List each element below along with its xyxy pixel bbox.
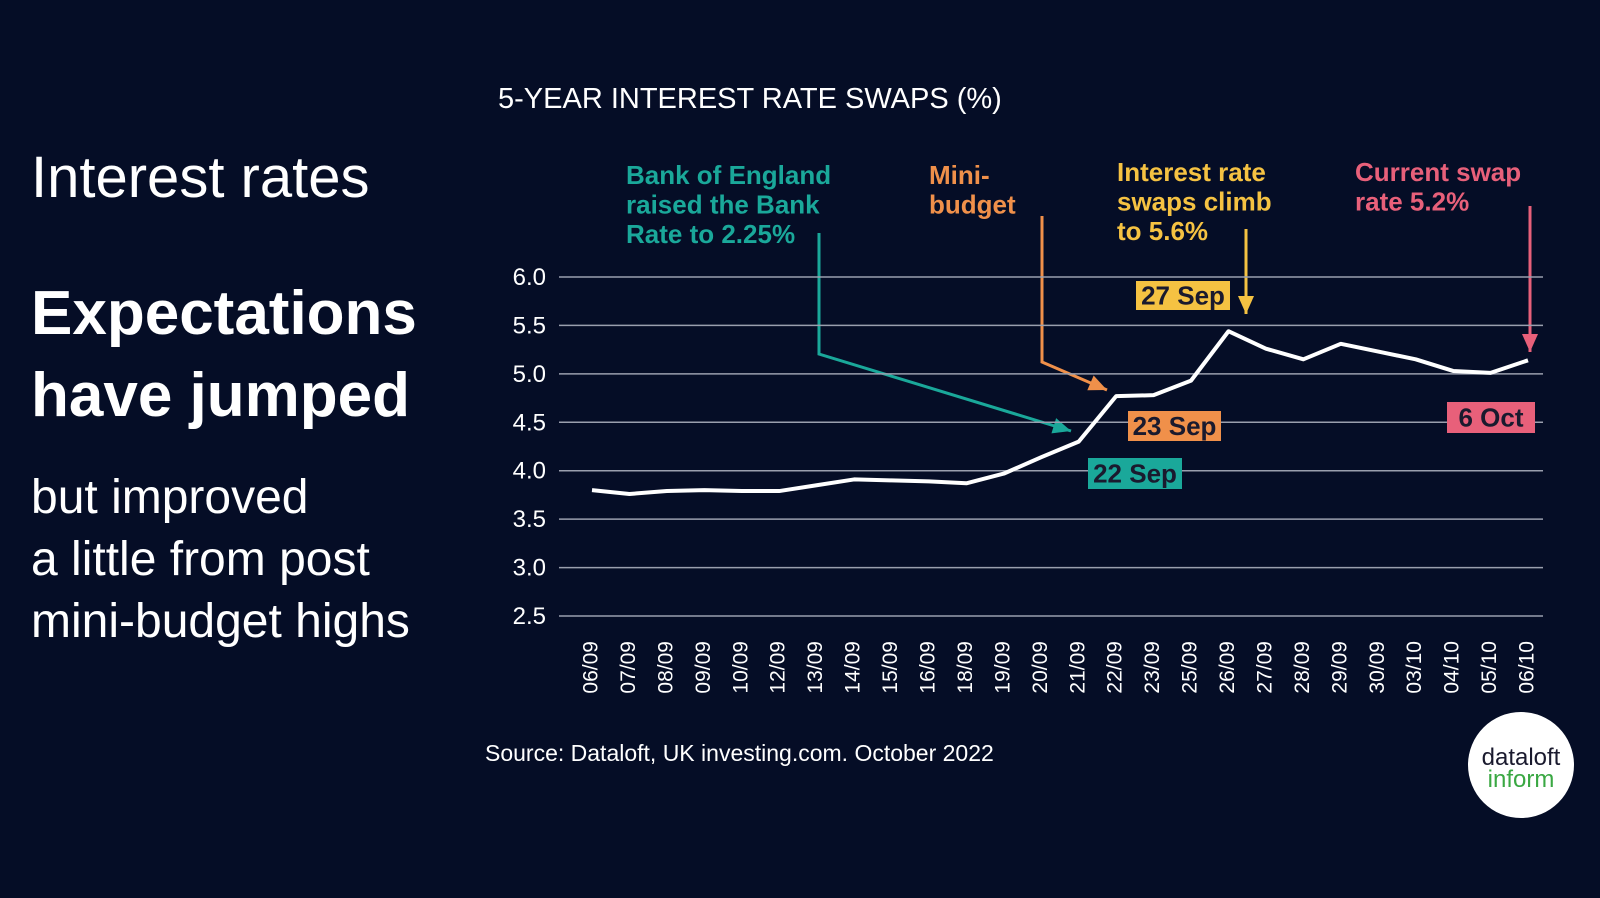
annotation-text: Current swap: [1355, 157, 1521, 187]
x-tick-label: 13/09: [804, 641, 827, 694]
date-label: 23 Sep: [1133, 411, 1217, 441]
logo-circle: [1468, 712, 1574, 818]
y-tick-label: 5.5: [513, 312, 546, 339]
date-box: [1088, 458, 1182, 489]
series-line: [591, 329, 1529, 496]
x-tick-label: 22/09: [1104, 641, 1127, 694]
logo-text: inform: [1488, 766, 1555, 793]
x-tick-label: 19/09: [991, 641, 1014, 694]
x-tick-label: 09/09: [692, 641, 715, 694]
x-tick-label: 16/09: [917, 641, 940, 694]
x-tick-label: 10/09: [729, 641, 752, 694]
logo: dataloft inform: [1468, 712, 1574, 818]
y-tick-label: 2.5: [513, 603, 546, 630]
y-tick-label: 3.0: [513, 555, 546, 582]
x-tick-label: 23/09: [1141, 641, 1164, 694]
x-tick-label: 29/09: [1328, 641, 1351, 694]
arrow-head: [1051, 418, 1071, 434]
date-box: [1128, 411, 1221, 441]
arrows: [817, 206, 1538, 434]
annotation-text: Interest rate: [1117, 157, 1266, 187]
y-tick-label: 6.0: [513, 264, 546, 291]
subheading-line: mini-budget highs: [31, 595, 410, 648]
x-tick-label: 30/09: [1366, 641, 1389, 694]
x-tick-label: 28/09: [1291, 641, 1314, 694]
annotation-arrow: [817, 233, 1072, 433]
annotation-text: raised the Bank: [626, 190, 820, 220]
logo-text: dataloft: [1482, 744, 1561, 771]
x-tick-label: 04/10: [1441, 641, 1464, 694]
arrow-head: [1087, 375, 1107, 391]
x-tick-label: 06/10: [1516, 641, 1539, 694]
x-tick-label: 05/10: [1478, 641, 1501, 694]
chart-title: 5-YEAR INTEREST RATE SWAPS (%): [498, 83, 1002, 115]
arrow-head: [1238, 296, 1254, 314]
date-label: 6 Oct: [1458, 403, 1523, 433]
y-tick-label: 5.0: [513, 361, 546, 388]
y-tick-label: 3.5: [513, 506, 546, 533]
headline-line: Expectations: [31, 279, 417, 348]
headline-line: have jumped: [31, 361, 410, 430]
x-tick-label: 26/09: [1216, 641, 1239, 694]
annotation-text: Bank of England: [626, 160, 831, 190]
x-tick-label: 08/09: [654, 641, 677, 694]
x-tick-label: 20/09: [1029, 641, 1052, 694]
date-box: [1447, 402, 1535, 433]
date-label: 22 Sep: [1093, 459, 1177, 489]
subheading-line: but improved: [31, 471, 308, 524]
x-tick-label: 15/09: [879, 641, 902, 694]
x-tick-label: 06/09: [580, 641, 603, 694]
x-tick-label: 25/09: [1179, 641, 1202, 694]
x-tick-label: 27/09: [1253, 641, 1276, 694]
date-label: 27 Sep: [1141, 281, 1225, 311]
annotation-text: to 5.6%: [1117, 216, 1208, 246]
heading: Interest rates: [31, 145, 369, 210]
annotation-text: Mini-: [929, 160, 990, 190]
annotation-text: Rate to 2.25%: [626, 219, 795, 249]
y-tick-label: 4.0: [513, 458, 546, 485]
x-tick-label: 12/09: [767, 641, 790, 694]
annotation-text: budget: [929, 190, 1016, 220]
x-tick-label: 21/09: [1066, 641, 1089, 694]
annotation-text: swaps climb: [1117, 187, 1272, 217]
annotation-text: rate 5.2%: [1355, 187, 1469, 217]
x-tick-label: 07/09: [617, 641, 640, 694]
x-tick-label: 18/09: [954, 641, 977, 694]
arrow-head: [1522, 334, 1538, 352]
subheading-line: a little from post: [31, 533, 370, 586]
source: Source: Dataloft, UK investing.com. Octo…: [485, 740, 994, 766]
x-tick-label: 03/10: [1403, 641, 1426, 694]
x-tick-label: 14/09: [842, 641, 865, 694]
date-box: [1136, 281, 1230, 310]
annotation-arrow: [1040, 216, 1108, 392]
y-tick-label: 4.5: [513, 409, 546, 436]
